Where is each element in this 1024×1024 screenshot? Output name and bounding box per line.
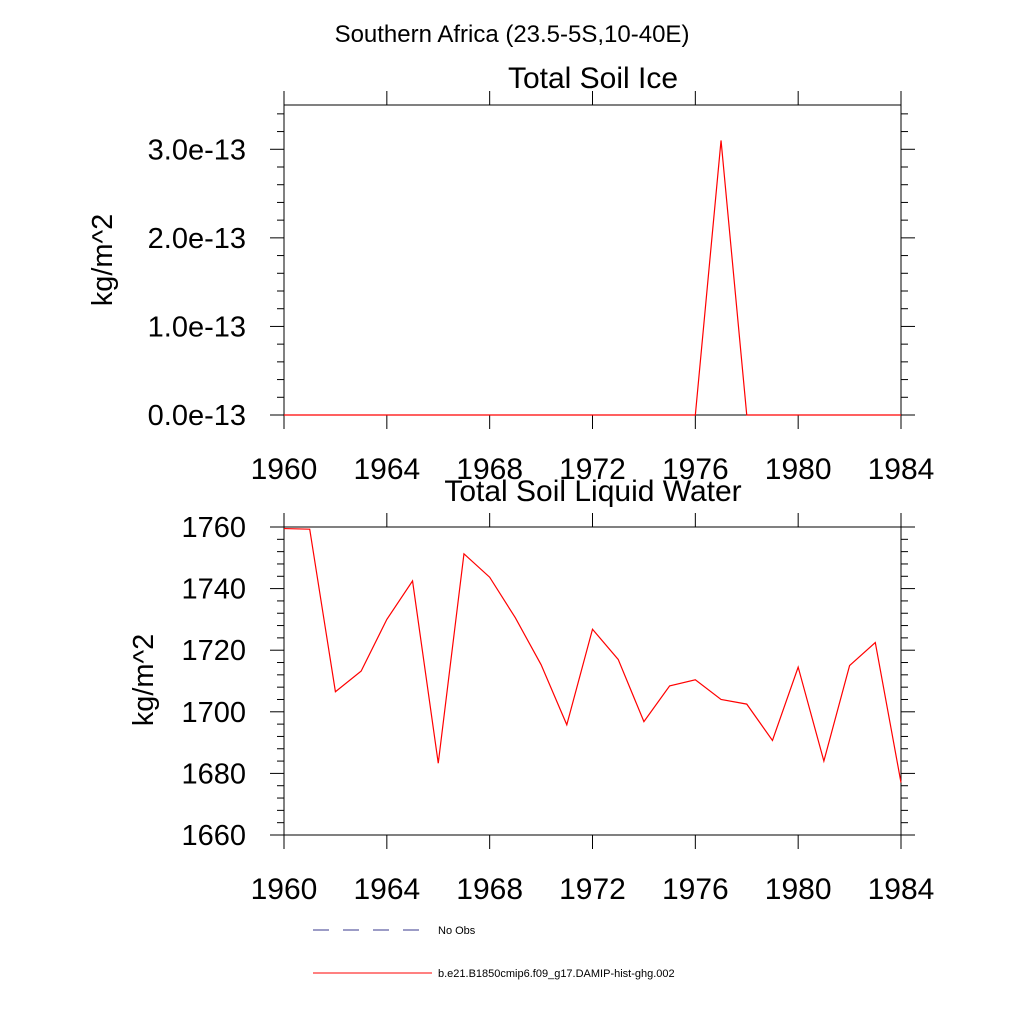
y-tick-label: 1700 xyxy=(181,697,246,729)
panel-soil-ice-axes: 1960 1964 1968 1972 1976 1980 1984 0.0e-13 1.0e-… xyxy=(148,91,935,486)
x-tick-label: 1968 xyxy=(456,873,523,906)
y-tick-label: 1680 xyxy=(181,758,246,790)
x-tick-label: 1964 xyxy=(353,453,420,486)
y-tick-label: 1660 xyxy=(181,820,246,852)
legend: No Obs b.e21.B1850cmip6.f09_g17.DAMIP-hi… xyxy=(313,925,675,980)
x-tick-label: 1964 xyxy=(353,873,420,906)
y-tick-label: 0.0e-13 xyxy=(148,400,246,432)
y-tick-label: 2.0e-13 xyxy=(148,223,246,255)
series-line-soil-liquid-water xyxy=(283,527,902,783)
x-tick-label: 1984 xyxy=(868,873,935,906)
plot-frame-soil-liquid-water xyxy=(283,526,902,836)
x-tick-label: 1980 xyxy=(765,453,832,486)
x-tick-label: 1972 xyxy=(559,453,626,486)
y-tick-label: 1720 xyxy=(181,635,246,667)
x-tick-label: 1976 xyxy=(662,453,729,486)
panel-soil-ice-ylabel: kg/m^2 xyxy=(87,214,119,307)
x-tick-label: 1968 xyxy=(456,453,523,486)
y-tick-label: 3.0e-13 xyxy=(148,134,246,166)
figure-suptitle: Southern Africa (23.5-5S,10-40E) xyxy=(335,21,690,48)
panel-soil-liquid-water: Total Soil Liquid Water kg/m^2 1960 1964 1… xyxy=(128,475,934,906)
panel-soil-ice: Total Soil Ice kg/m^2 1960 1964 1968 1972 19… xyxy=(87,62,934,486)
x-tick-label: 1960 xyxy=(251,873,318,906)
y-tick-label: 1.0e-13 xyxy=(148,311,246,343)
legend-label-no-obs: No Obs xyxy=(438,925,476,937)
x-tick-label: 1960 xyxy=(251,453,318,486)
x-tick-label: 1976 xyxy=(662,873,729,906)
series-line-soil-ice xyxy=(284,140,901,416)
legend-label-model: b.e21.B1850cmip6.f09_g17.DAMIP-hist-ghg.… xyxy=(438,968,675,980)
y-tick-label: 1740 xyxy=(181,574,246,606)
plot-frame-soil-ice xyxy=(283,104,902,416)
x-tick-label: 1972 xyxy=(559,873,626,906)
panel-soil-liquid-water-title: Total Soil Liquid Water xyxy=(444,475,741,508)
panel-soil-liquid-water-ylabel: kg/m^2 xyxy=(128,634,160,727)
x-tick-label: 1984 xyxy=(868,453,935,486)
panel-soil-liquid-water-axes: 1960 1964 1968 1972 1976 1980 1984 1660 1680 1700… xyxy=(181,512,934,906)
x-tick-label: 1980 xyxy=(765,873,832,906)
panel-soil-ice-title: Total Soil Ice xyxy=(508,62,678,95)
y-tick-label: 1760 xyxy=(181,512,246,544)
